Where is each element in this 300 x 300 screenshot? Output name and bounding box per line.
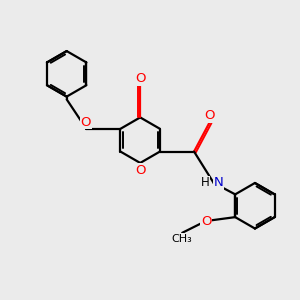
Text: O: O	[135, 72, 146, 85]
Text: N: N	[214, 176, 223, 190]
Text: CH₃: CH₃	[171, 234, 192, 244]
Text: O: O	[81, 116, 91, 129]
Text: O: O	[201, 214, 211, 228]
Text: H: H	[201, 176, 209, 190]
Text: O: O	[135, 164, 146, 176]
Text: O: O	[205, 109, 215, 122]
